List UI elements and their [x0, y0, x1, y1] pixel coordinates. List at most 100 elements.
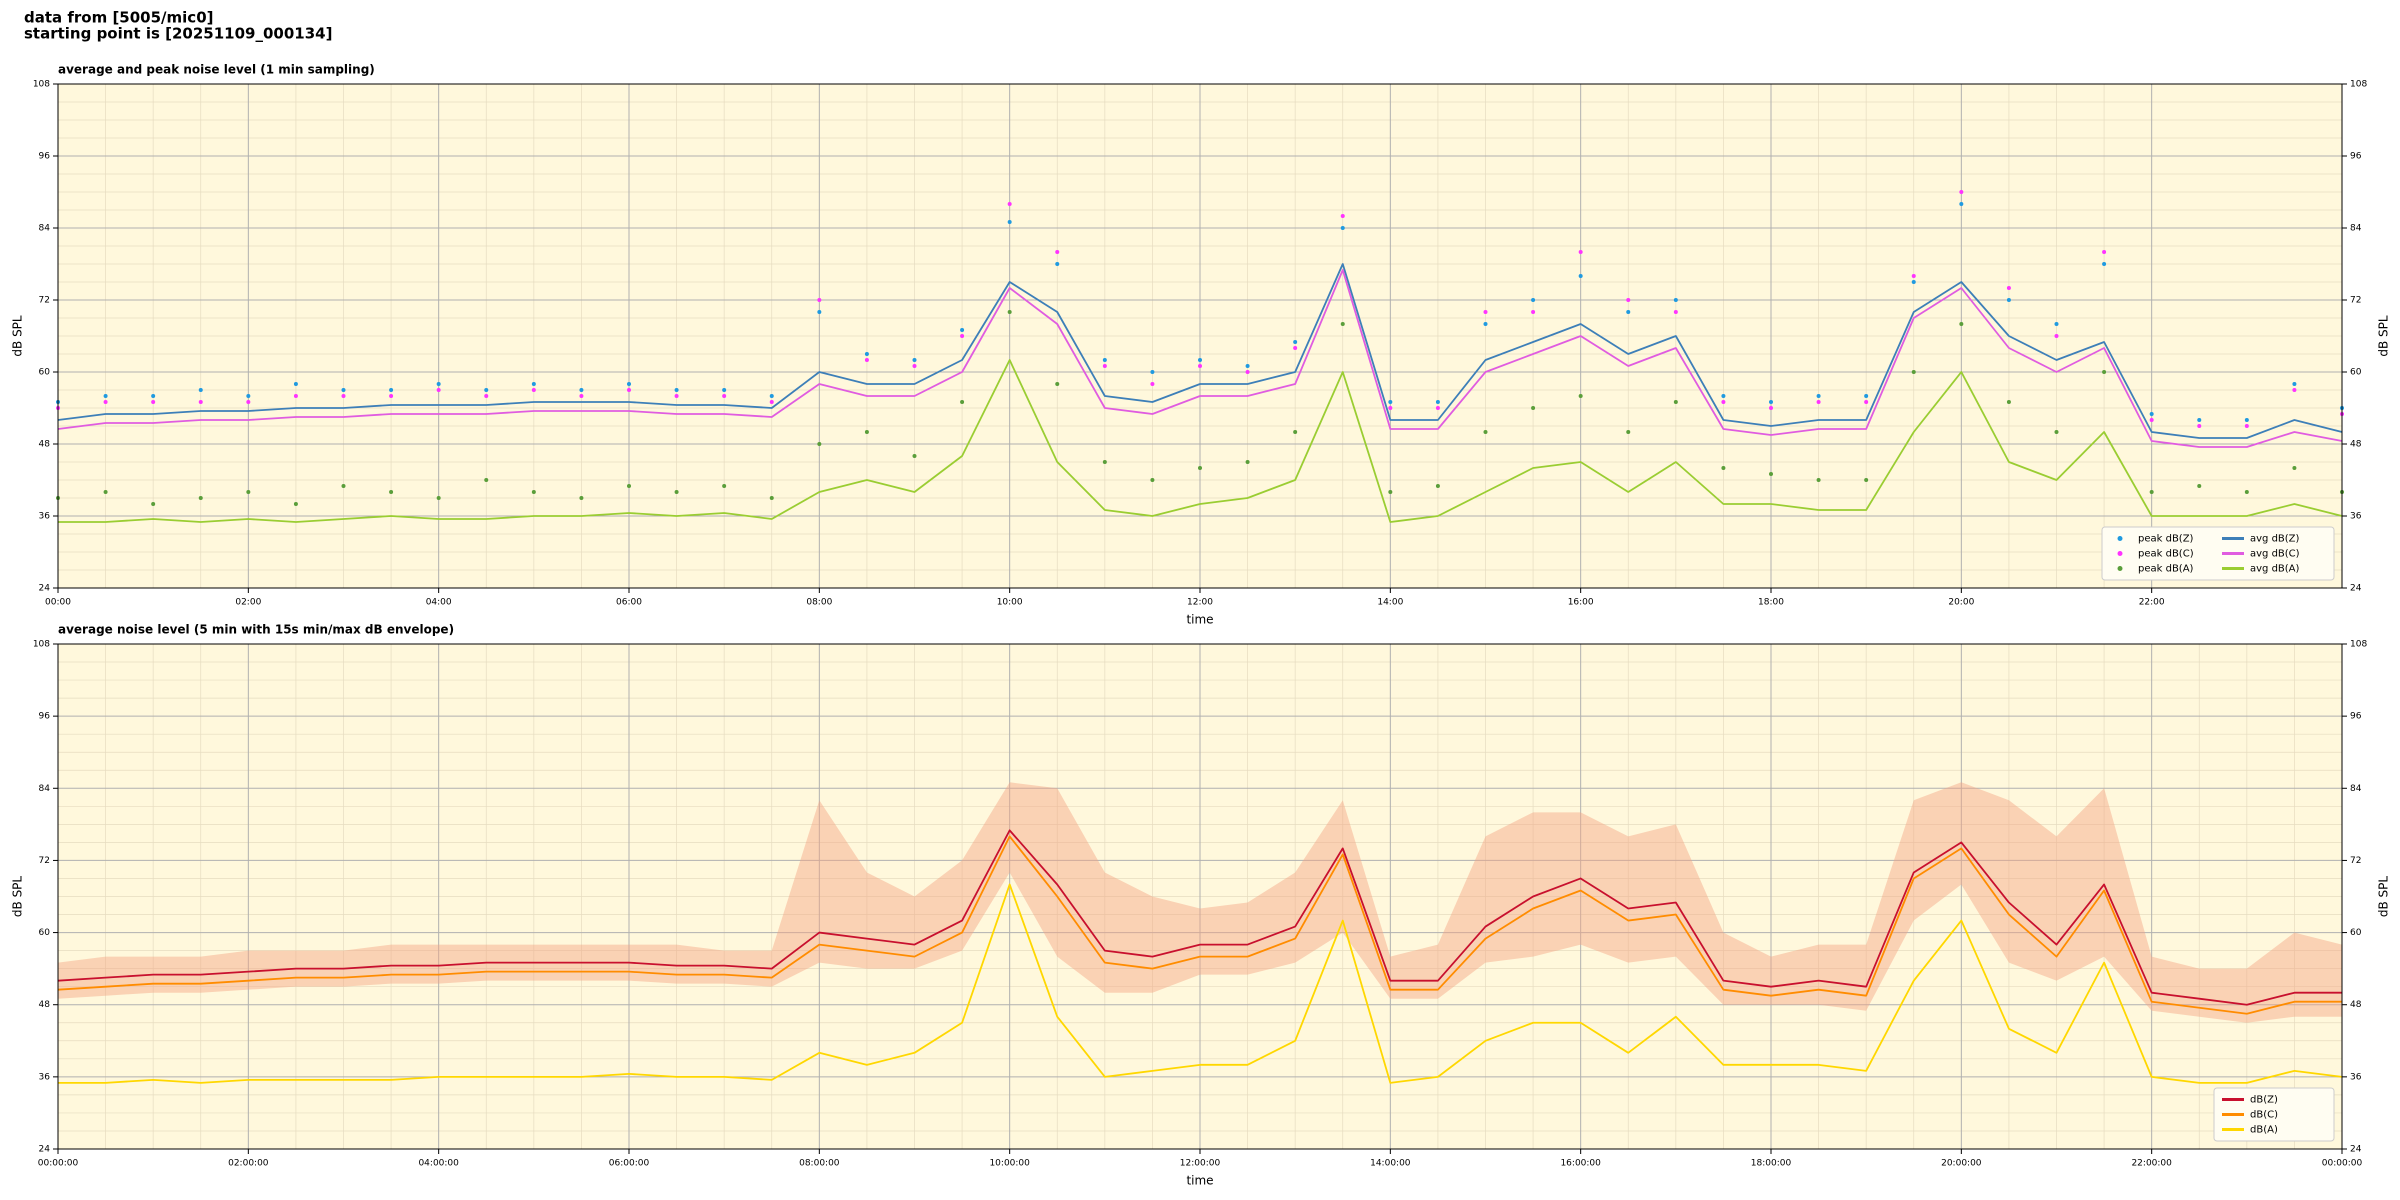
x-tick-label: 04:00: [426, 598, 452, 608]
y-tick-label: 48: [39, 440, 51, 450]
legend-label: peak dB(Z): [2138, 534, 2194, 545]
peak-point: [436, 388, 441, 392]
peak-point: [960, 400, 965, 404]
x-tick-label: 12:00: [1187, 598, 1213, 608]
legend-marker: [2117, 551, 2123, 556]
y-tick-label: 108: [33, 80, 50, 90]
peak-point: [484, 394, 489, 398]
peak-point: [531, 490, 536, 494]
peak-point: [1435, 484, 1440, 488]
peak-point: [2102, 250, 2107, 254]
peak-point: [1293, 430, 1298, 434]
peak-point: [769, 400, 774, 404]
peak-point: [960, 328, 965, 332]
peak-point: [2149, 412, 2154, 416]
peak-point: [2197, 484, 2202, 488]
peak-point: [2292, 466, 2297, 470]
y-tick-label: 96: [2350, 152, 2362, 162]
x-axis-label: time: [1186, 613, 1213, 627]
y-tick-label: 36: [2350, 1072, 2362, 1082]
peak-point: [1911, 280, 1916, 284]
x-tick-label: 10:00:00: [989, 1159, 1030, 1169]
legend-marker: [2117, 566, 2123, 571]
legend-label: peak dB(A): [2138, 564, 2194, 575]
legend-marker: [2117, 536, 2123, 541]
y-tick-label: 108: [33, 640, 50, 650]
peak-point: [674, 388, 679, 392]
x-tick-label: 22:00:00: [2131, 1159, 2172, 1169]
x-tick-label: 04:00:00: [418, 1159, 459, 1169]
peak-point: [2102, 370, 2107, 374]
plot-frame: [57, 83, 2343, 589]
peak-point: [1007, 220, 1012, 224]
peak-point: [1673, 400, 1678, 404]
peak-point: [1055, 250, 1060, 254]
peak-point: [912, 364, 917, 368]
x-tick-label: 16:00: [1568, 598, 1594, 608]
peak-point: [389, 490, 394, 494]
y-tick-label: 96: [39, 152, 51, 162]
legend-label: peak dB(C): [2138, 549, 2194, 560]
peak-point: [2244, 490, 2249, 494]
legend-box: [2213, 1087, 2335, 1142]
peak-point: [1435, 406, 1440, 410]
peak-point: [1293, 340, 1298, 344]
peak-point: [912, 454, 917, 458]
peak-point: [1293, 346, 1298, 350]
y-tick-label: 48: [2350, 440, 2362, 450]
peak-point: [864, 352, 869, 356]
peak-point: [1721, 466, 1726, 470]
peak-point: [1959, 190, 1964, 194]
peak-point: [2197, 424, 2202, 428]
series-line: [57, 835, 2342, 1015]
y-tick-label: 108: [2350, 80, 2367, 90]
peak-point: [2054, 334, 2059, 338]
peak-point: [1340, 214, 1345, 218]
peak-point: [151, 400, 156, 404]
legend-label: dB(C): [2250, 1110, 2278, 1121]
peak-point: [1673, 310, 1678, 314]
peak-point: [1911, 274, 1916, 278]
peak-point: [960, 334, 965, 338]
peak-point: [293, 394, 298, 398]
y-tick-label: 84: [2350, 784, 2362, 794]
peak-point: [293, 502, 298, 506]
peak-point: [1198, 358, 1202, 362]
peak-point: [2006, 298, 2011, 302]
peak-point: [246, 490, 251, 494]
peak-point: [531, 382, 536, 386]
peak-point: [1959, 202, 1964, 206]
legend-label: avg dB(C): [2250, 549, 2300, 560]
peak-point: [1769, 406, 1773, 410]
peak-point: [1578, 274, 1583, 278]
peak-point: [2006, 400, 2011, 404]
peak-point: [436, 496, 441, 500]
peak-point: [769, 394, 774, 398]
peak-point: [674, 394, 679, 398]
peak-point: [246, 400, 251, 404]
peak-point: [864, 358, 869, 362]
legend-box: [2101, 526, 2335, 581]
peak-point: [2149, 490, 2154, 494]
peak-point: [1816, 478, 1821, 482]
peak-point: [2244, 418, 2249, 422]
peak-point: [1007, 310, 1012, 314]
peak-point: [1388, 400, 1393, 404]
series-line: [58, 359, 2343, 523]
x-tick-label: 12:00:00: [1180, 1159, 1221, 1169]
y-tick-label: 108: [2350, 640, 2367, 650]
x-tick-label: 18:00: [1758, 598, 1784, 608]
peak-point: [103, 400, 108, 404]
x-tick-label: 10:00: [997, 598, 1023, 608]
x-tick-label: 14:00: [1377, 598, 1403, 608]
peak-point: [1626, 310, 1631, 314]
peak-point: [484, 388, 489, 392]
series-line: [58, 883, 2343, 1084]
y-tick-label: 60: [2350, 928, 2362, 938]
peak-point: [722, 388, 727, 392]
peak-point: [1864, 400, 1869, 404]
peak-point: [817, 298, 822, 302]
peak-point: [1673, 298, 1678, 302]
x-tick-label: 20:00: [1948, 598, 1974, 608]
y-tick-label: 36: [39, 512, 51, 522]
